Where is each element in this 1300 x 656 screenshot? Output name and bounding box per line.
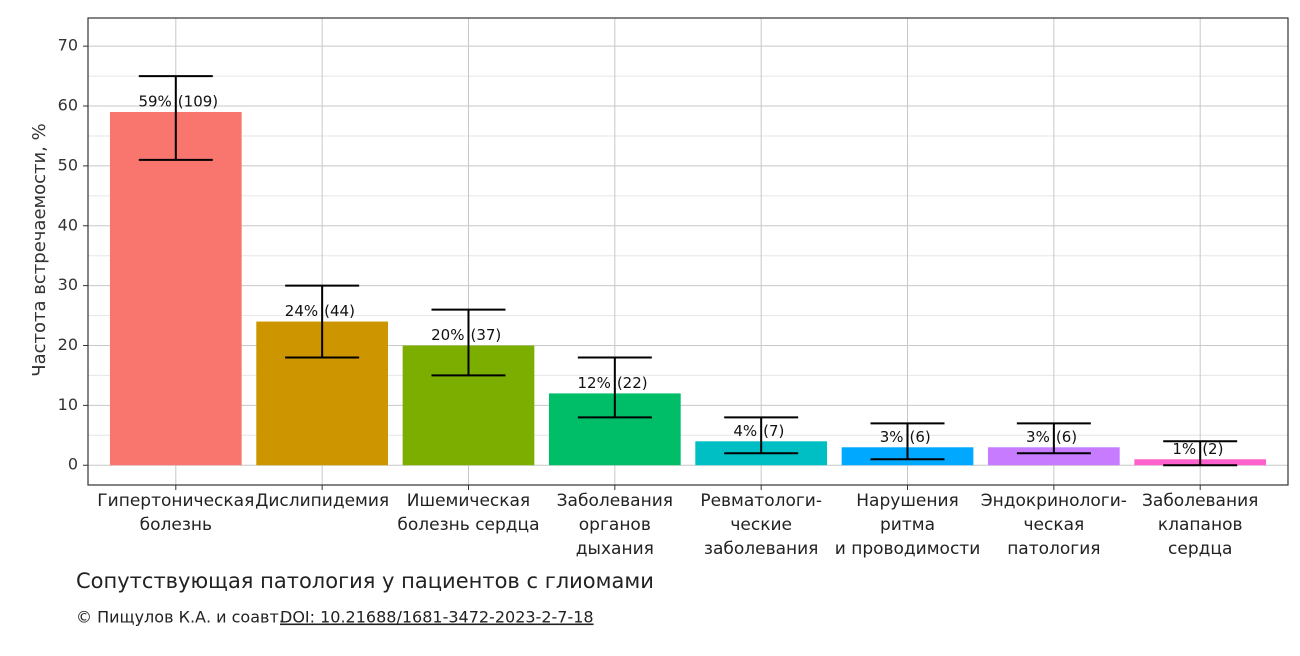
bar bbox=[988, 447, 1120, 466]
x-tick-label: органов bbox=[579, 515, 651, 535]
value-label: 59% bbox=[138, 92, 171, 110]
value-label: 24% bbox=[285, 302, 318, 320]
y-tick-label: 40 bbox=[58, 215, 78, 234]
count-label: (7) bbox=[763, 422, 784, 440]
credit: © Пищулов К.А. и соавт. bbox=[76, 608, 284, 627]
x-tick-label: Заболевания bbox=[557, 491, 673, 511]
x-tick-label: сердца bbox=[1168, 539, 1232, 559]
count-label: (2) bbox=[1202, 440, 1223, 458]
count-label: (44) bbox=[324, 302, 355, 320]
value-label: 3% bbox=[880, 428, 904, 446]
value-label: 20% bbox=[431, 326, 464, 344]
x-tick-label: клапанов bbox=[1158, 515, 1243, 535]
caption: Сопутствующая патология у пациентов с гл… bbox=[76, 569, 654, 593]
x-tick-label: Гипертоническая bbox=[97, 491, 254, 511]
value-label: 3% bbox=[1026, 428, 1050, 446]
count-label: (22) bbox=[617, 374, 648, 392]
count-label: (37) bbox=[470, 326, 501, 344]
value-label: 4% bbox=[733, 422, 757, 440]
x-tick-label: дыхания bbox=[576, 539, 654, 559]
y-tick-label: 0 bbox=[68, 455, 78, 474]
count-label: (6) bbox=[1056, 428, 1077, 446]
doi-link[interactable]: DOI: 10.21688/1681-3472-2023-2-7-18 bbox=[280, 608, 594, 627]
y-axis-title: Частота встречаемости, % bbox=[29, 123, 50, 376]
y-tick-label: 10 bbox=[58, 395, 78, 414]
x-tick-label: Нарушения bbox=[856, 491, 958, 511]
bar bbox=[109, 111, 242, 466]
x-tick-label: заболевания bbox=[704, 539, 819, 559]
x-tick-label: Ревматологи- bbox=[700, 491, 822, 511]
x-tick-label: ритма bbox=[880, 515, 935, 535]
x-tick-label: ческие bbox=[730, 515, 792, 535]
x-tick-label: патология bbox=[1007, 539, 1100, 559]
count-label: (6) bbox=[910, 428, 931, 446]
y-tick-label: 50 bbox=[58, 155, 78, 174]
value-label: 1% bbox=[1172, 440, 1196, 458]
x-tick-label: болезнь сердца bbox=[397, 515, 539, 535]
value-label: 12% bbox=[577, 374, 610, 392]
count-label: (109) bbox=[178, 92, 218, 110]
y-tick-label: 60 bbox=[58, 96, 78, 115]
x-tick-label: Заболевания bbox=[1142, 491, 1258, 511]
x-tick-label: болезнь bbox=[140, 515, 212, 535]
y-tick-label: 20 bbox=[58, 335, 78, 354]
x-tick-label: Дислипидемия bbox=[255, 491, 389, 511]
y-tick-label: 70 bbox=[58, 36, 78, 55]
plot-border bbox=[87, 17, 1289, 486]
y-tick-label: 30 bbox=[58, 275, 78, 294]
x-tick-label: Ишемическая bbox=[407, 491, 530, 511]
x-tick-label: Эндокринологи- bbox=[981, 491, 1127, 511]
x-tick-label: и проводимости bbox=[835, 539, 981, 559]
x-tick-label: ческая bbox=[1023, 515, 1084, 535]
